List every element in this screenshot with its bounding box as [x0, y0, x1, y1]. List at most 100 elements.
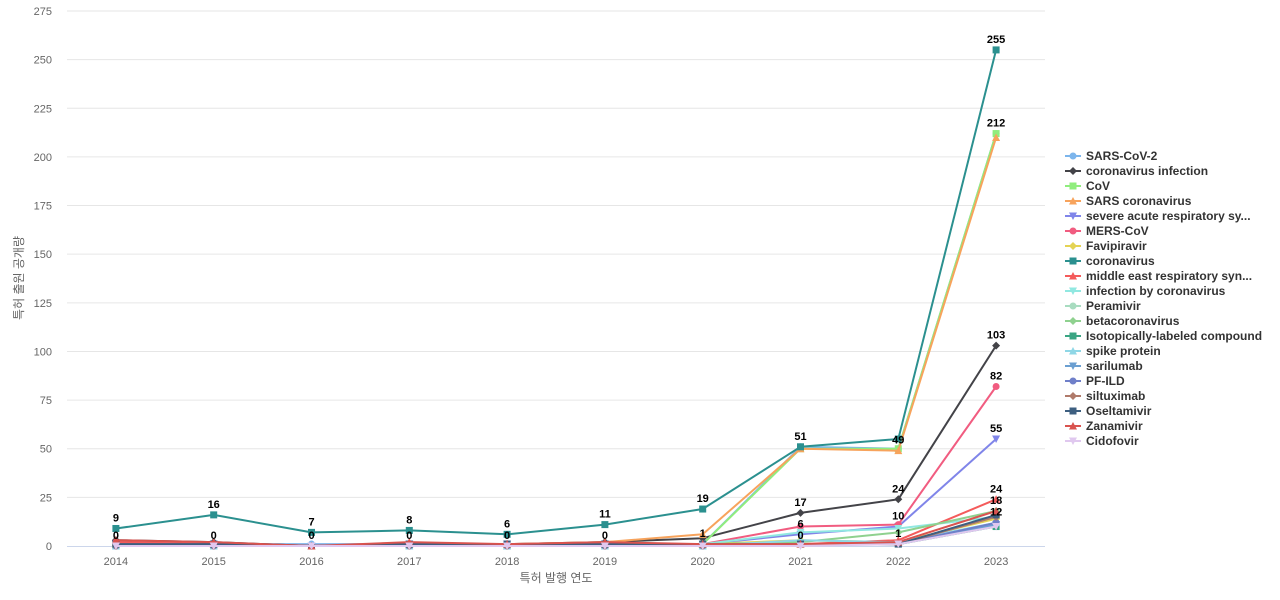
- y-tick-label: 225: [34, 103, 52, 115]
- legend-item-oseltamivir[interactable]: Oseltamivir: [1065, 404, 1152, 418]
- x-tick-label: 2018: [495, 556, 519, 568]
- legend-item-zanamivir[interactable]: Zanamivir: [1065, 419, 1143, 433]
- data-point: [894, 495, 903, 504]
- legend-label: coronavirus: [1086, 254, 1155, 268]
- y-tick-label: 75: [40, 395, 52, 407]
- y-tick-label: 0: [46, 541, 52, 553]
- legend-item-severe-acute-respiratory-sy[interactable]: severe acute respiratory sy...: [1065, 209, 1251, 223]
- x-tick-label: 2019: [593, 556, 617, 568]
- data-point: [503, 542, 512, 550]
- data-label: 51: [794, 431, 806, 443]
- legend-item-cidofovir[interactable]: Cidofovir: [1065, 434, 1139, 448]
- legend-item-mers-cov[interactable]: MERS-CoV: [1065, 224, 1149, 238]
- data-label: 16: [208, 499, 220, 511]
- data-label: 82: [990, 370, 1002, 382]
- y-tick-label: 100: [34, 346, 52, 358]
- data-point: [698, 542, 707, 550]
- legend-label: Zanamivir: [1086, 419, 1143, 433]
- legend-symbol: [1069, 212, 1077, 220]
- legend-symbol: [1069, 152, 1077, 160]
- legend-symbol: [1069, 197, 1077, 205]
- legend-symbol: [1069, 377, 1077, 385]
- data-point: [698, 530, 707, 538]
- legend-symbol: [1069, 422, 1077, 430]
- legend-item-sars-coronavirus[interactable]: SARS coronavirus: [1065, 194, 1192, 208]
- legend-symbol: [1069, 437, 1077, 445]
- series-severe-acute-respiratory-sy: [111, 435, 1001, 550]
- legend-item-coronavirus[interactable]: coronavirus: [1065, 254, 1155, 268]
- legend-symbol: [1069, 407, 1077, 415]
- series-sars-cov-2: [112, 130, 1000, 548]
- data-point: [111, 542, 120, 550]
- legend-label: CoV: [1086, 179, 1110, 193]
- legend-item-pf-ild[interactable]: PF-ILD: [1065, 374, 1125, 388]
- data-point: [992, 46, 1000, 54]
- legend-item-middle-east-respiratory-syn[interactable]: middle east respiratory syn...: [1065, 269, 1252, 283]
- series-line: [114, 48, 998, 536]
- data-point: [112, 524, 120, 532]
- legend-item-siltuximab[interactable]: siltuximab: [1065, 389, 1145, 403]
- legend-label: SARS-CoV-2: [1086, 149, 1158, 163]
- data-point: [307, 542, 316, 550]
- data-point: [209, 542, 218, 550]
- legend-symbol: [1069, 182, 1077, 190]
- data-label: 8: [406, 514, 412, 526]
- series-line: [114, 132, 998, 547]
- legend-item-betacoronavirus[interactable]: betacoronavirus: [1065, 314, 1180, 328]
- legend-label: SARS coronavirus: [1086, 194, 1192, 208]
- series-group: [111, 46, 1001, 550]
- data-point: [894, 540, 903, 549]
- data-labels: 9016070806011019151176049241012552121038…: [113, 34, 1005, 542]
- data-point: [601, 521, 609, 529]
- x-tick-label: 2017: [397, 556, 421, 568]
- legend-label: Peramivir: [1086, 299, 1141, 313]
- data-point: [992, 506, 1001, 515]
- legend-label: Cidofovir: [1086, 434, 1139, 448]
- x-tick-label: 2021: [788, 556, 812, 568]
- data-label: 103: [987, 330, 1005, 342]
- y-tick-label: 250: [34, 55, 52, 67]
- series-line: [114, 136, 998, 547]
- y-axis-title: 특허 출원 공개량: [12, 236, 26, 320]
- data-point: [111, 536, 120, 544]
- data-label: 12: [990, 507, 1002, 519]
- data-label: 6: [504, 518, 510, 530]
- series-sars-coronavirus: [111, 133, 1001, 550]
- y-tick-label: 200: [34, 152, 52, 164]
- series-coronavirus-infection: [111, 341, 1001, 550]
- legend-label: spike protein: [1086, 344, 1161, 358]
- data-point: [992, 495, 1001, 503]
- data-label: 55: [990, 423, 1002, 435]
- legend-symbol: [1069, 362, 1077, 370]
- y-tick-label: 150: [34, 249, 52, 261]
- x-tick-label: 2016: [299, 556, 323, 568]
- legend-item-sarilumab[interactable]: sarilumab: [1065, 359, 1143, 373]
- data-label: 19: [697, 493, 709, 505]
- legend-item-coronavirus-infection[interactable]: coronavirus infection: [1065, 164, 1208, 178]
- legend-label: siltuximab: [1086, 389, 1145, 403]
- legend-item-peramivir[interactable]: Peramivir: [1065, 299, 1141, 313]
- data-label: 9: [113, 512, 119, 524]
- legend-item-infection-by-coronavirus[interactable]: infection by coronavirus: [1065, 284, 1226, 298]
- legend-symbol: [1069, 392, 1077, 400]
- legend-label: PF-ILD: [1086, 374, 1125, 388]
- data-point: [600, 542, 609, 550]
- data-point: [699, 505, 707, 513]
- legend-item-sars-cov-2[interactable]: SARS-CoV-2: [1065, 149, 1158, 163]
- legend-item-isotopically-labeled-compound[interactable]: Isotopically-labeled compound: [1065, 329, 1262, 343]
- data-label: 18: [990, 495, 1002, 507]
- legend-item-favipiravir[interactable]: Favipiravir: [1065, 239, 1147, 253]
- data-label: 24: [892, 483, 905, 495]
- x-tick-label: 2022: [886, 556, 910, 568]
- data-point: [992, 523, 1001, 531]
- data-label: 0: [406, 530, 412, 542]
- legend-item-cov[interactable]: CoV: [1065, 179, 1110, 193]
- data-point: [503, 530, 511, 538]
- data-label: 255: [987, 34, 1005, 46]
- data-label: 17: [794, 497, 806, 509]
- legend-item-spike-protein[interactable]: spike protein: [1065, 344, 1161, 358]
- y-tick-label: 175: [34, 201, 52, 213]
- legend-symbol: [1069, 317, 1077, 325]
